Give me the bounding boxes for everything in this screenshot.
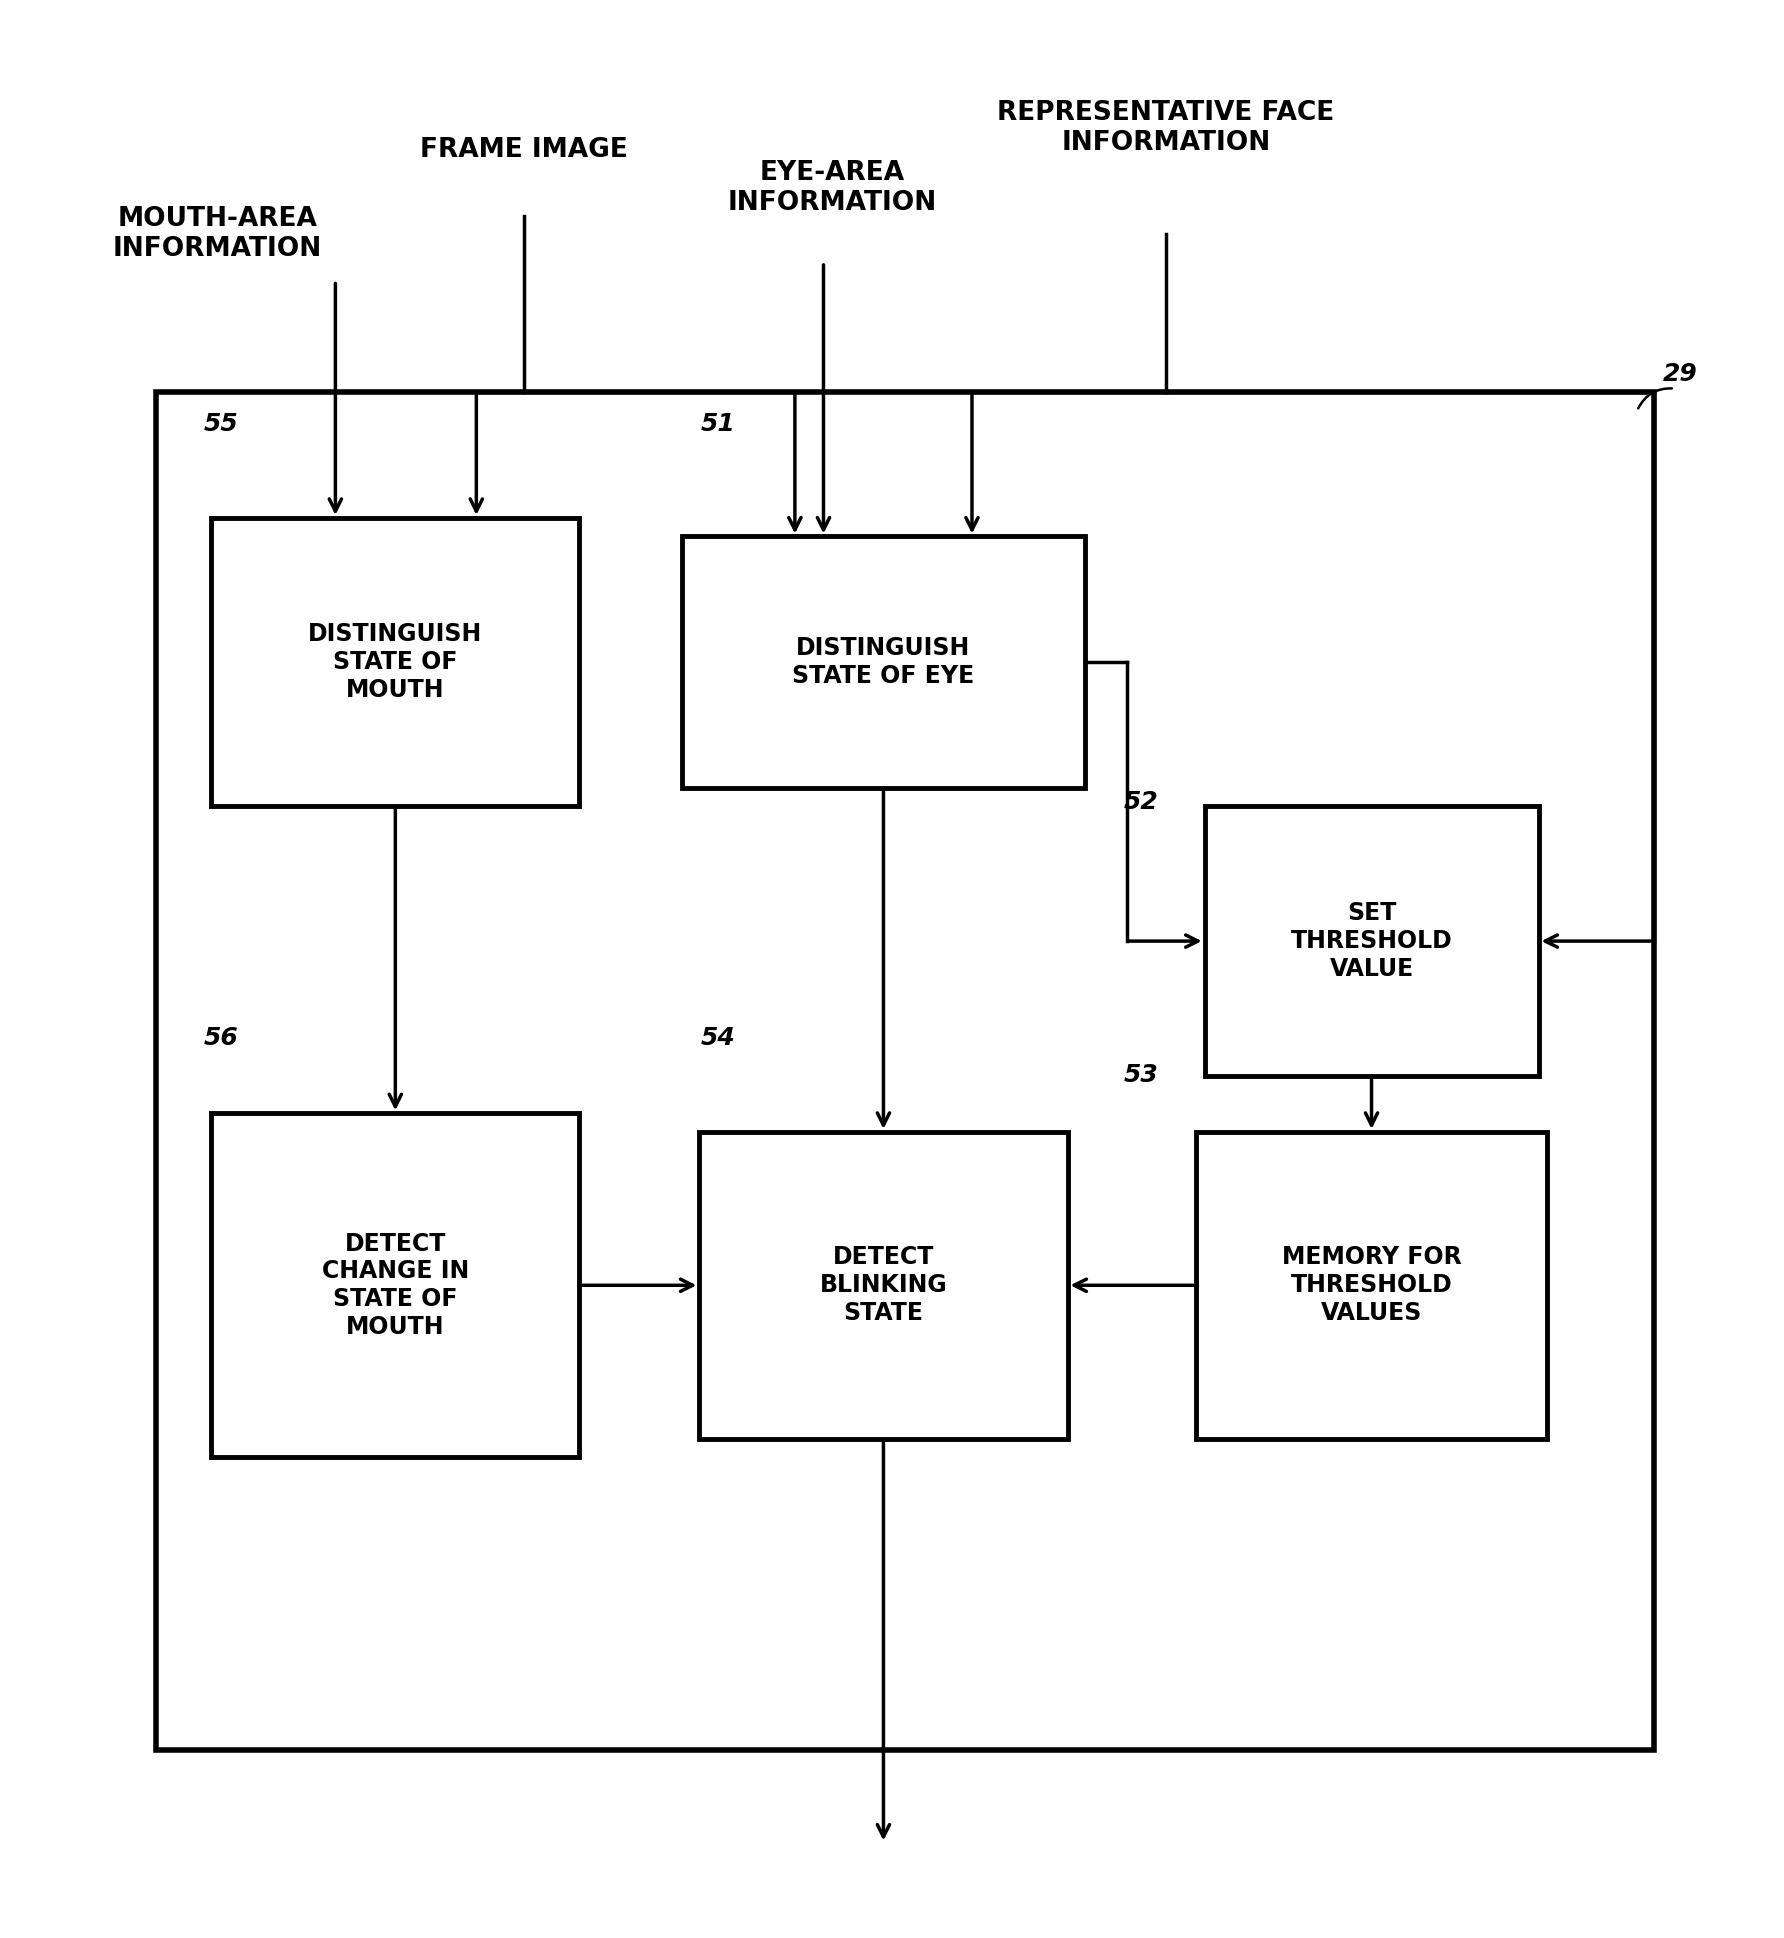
Text: 29: 29	[1663, 362, 1697, 386]
Text: 54: 54	[699, 1025, 735, 1050]
Text: DETECT
BLINKING
STATE: DETECT BLINKING STATE	[819, 1246, 947, 1326]
Text: DISTINGUISH
STATE OF EYE: DISTINGUISH STATE OF EYE	[792, 636, 974, 688]
Text: DETECT
CHANGE IN
STATE OF
MOUTH: DETECT CHANGE IN STATE OF MOUTH	[321, 1231, 469, 1339]
Text: MEMORY FOR
THRESHOLD
VALUES: MEMORY FOR THRESHOLD VALUES	[1281, 1246, 1461, 1326]
Text: SET
THRESHOLD
VALUE: SET THRESHOLD VALUE	[1290, 901, 1452, 981]
FancyBboxPatch shape	[211, 1112, 580, 1457]
FancyBboxPatch shape	[681, 537, 1085, 787]
FancyBboxPatch shape	[211, 517, 580, 806]
Text: 56: 56	[203, 1025, 239, 1050]
Text: DISTINGUISH
STATE OF
MOUTH: DISTINGUISH STATE OF MOUTH	[309, 622, 482, 702]
Text: REPRESENTATIVE FACE
INFORMATION: REPRESENTATIVE FACE INFORMATION	[997, 101, 1334, 157]
Text: EYE-AREA
INFORMATION: EYE-AREA INFORMATION	[728, 159, 937, 215]
Text: FRAME IMAGE: FRAME IMAGE	[419, 138, 628, 163]
FancyBboxPatch shape	[155, 391, 1654, 1750]
FancyBboxPatch shape	[699, 1132, 1067, 1438]
FancyBboxPatch shape	[1195, 1132, 1547, 1438]
Text: 51: 51	[699, 413, 735, 436]
Text: 55: 55	[203, 413, 239, 436]
Text: MOUTH-AREA
INFORMATION: MOUTH-AREA INFORMATION	[112, 205, 321, 262]
Text: 52: 52	[1124, 789, 1158, 814]
Text: 53: 53	[1124, 1064, 1158, 1087]
FancyBboxPatch shape	[1204, 806, 1538, 1076]
